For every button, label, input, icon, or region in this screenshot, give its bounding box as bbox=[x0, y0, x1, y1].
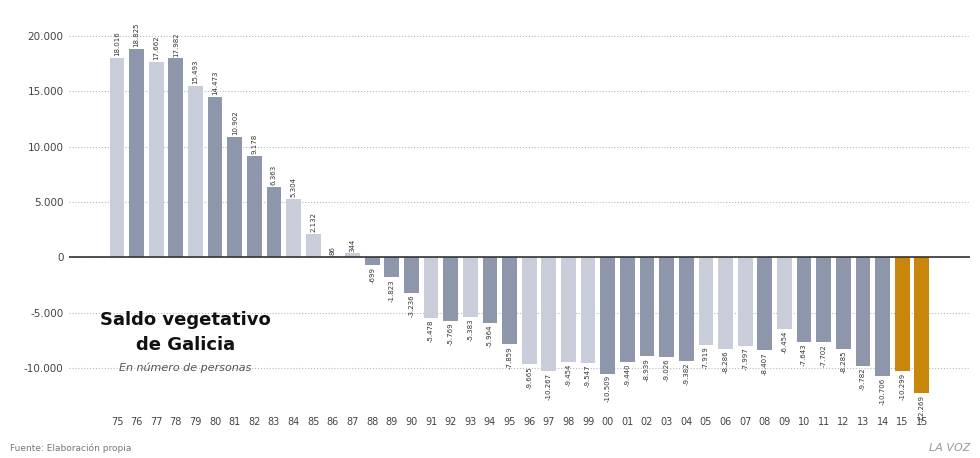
Bar bbox=[581, 257, 596, 363]
Bar bbox=[286, 198, 301, 257]
Bar bbox=[816, 257, 831, 343]
Text: Saldo vegetativo
de Galicia: Saldo vegetativo de Galicia bbox=[100, 311, 271, 354]
Text: -9.026: -9.026 bbox=[663, 359, 669, 382]
Text: -8.407: -8.407 bbox=[761, 352, 767, 375]
Bar bbox=[738, 257, 753, 346]
Text: -9.382: -9.382 bbox=[683, 363, 689, 385]
Bar bbox=[640, 257, 655, 356]
Text: -5.769: -5.769 bbox=[448, 323, 454, 345]
Text: -699: -699 bbox=[369, 267, 375, 283]
Bar bbox=[777, 257, 792, 329]
Text: 17.982: 17.982 bbox=[172, 32, 178, 56]
Bar bbox=[443, 257, 458, 321]
Text: LA VOZ: LA VOZ bbox=[929, 443, 970, 453]
Bar bbox=[699, 257, 713, 345]
Text: 2.132: 2.132 bbox=[311, 212, 317, 232]
Text: -12.269: -12.269 bbox=[919, 395, 925, 422]
Bar bbox=[208, 97, 222, 257]
Text: -8.939: -8.939 bbox=[644, 358, 650, 381]
Bar bbox=[169, 58, 183, 257]
Bar bbox=[110, 58, 124, 257]
Text: -6.454: -6.454 bbox=[781, 330, 788, 353]
Text: -5.383: -5.383 bbox=[467, 318, 473, 341]
Text: -8.286: -8.286 bbox=[722, 351, 728, 373]
Bar bbox=[836, 257, 851, 349]
Bar bbox=[404, 257, 418, 293]
Text: -8.285: -8.285 bbox=[840, 351, 847, 373]
Bar bbox=[856, 257, 870, 365]
Text: -10.509: -10.509 bbox=[605, 375, 611, 402]
Text: 18.016: 18.016 bbox=[114, 32, 120, 56]
Text: -7.997: -7.997 bbox=[742, 348, 748, 370]
Bar bbox=[718, 257, 733, 349]
Bar bbox=[601, 257, 615, 374]
Bar bbox=[365, 257, 379, 265]
Bar bbox=[345, 253, 360, 257]
Bar bbox=[562, 257, 576, 362]
Bar bbox=[463, 257, 477, 317]
Bar bbox=[227, 136, 242, 257]
Bar bbox=[502, 257, 516, 344]
Text: 10.902: 10.902 bbox=[231, 110, 238, 135]
Bar bbox=[306, 234, 320, 257]
Bar bbox=[914, 257, 929, 393]
Text: 5.304: 5.304 bbox=[291, 177, 297, 197]
Bar bbox=[482, 257, 497, 323]
Text: -5.964: -5.964 bbox=[487, 325, 493, 348]
Text: 6.363: 6.363 bbox=[271, 165, 277, 185]
Text: 344: 344 bbox=[350, 239, 356, 252]
Bar bbox=[384, 257, 399, 278]
Bar bbox=[660, 257, 674, 357]
Text: -5.478: -5.478 bbox=[428, 320, 434, 342]
Bar bbox=[797, 257, 811, 342]
Text: 14.473: 14.473 bbox=[212, 71, 219, 95]
Bar bbox=[522, 257, 537, 364]
Bar bbox=[188, 86, 203, 257]
Text: -9.547: -9.547 bbox=[585, 365, 591, 387]
Bar bbox=[149, 62, 164, 257]
Text: En número de personas: En número de personas bbox=[120, 363, 252, 373]
Bar bbox=[758, 257, 772, 350]
Bar bbox=[542, 257, 557, 371]
Text: 9.178: 9.178 bbox=[251, 134, 258, 154]
Text: 18.825: 18.825 bbox=[133, 23, 139, 47]
Text: -3.236: -3.236 bbox=[409, 294, 415, 317]
Text: 86: 86 bbox=[330, 245, 336, 255]
Text: -10.299: -10.299 bbox=[900, 373, 906, 400]
Text: 15.493: 15.493 bbox=[192, 60, 199, 84]
Text: -10.267: -10.267 bbox=[546, 372, 552, 400]
Text: -9.665: -9.665 bbox=[526, 366, 532, 388]
Text: -7.919: -7.919 bbox=[703, 347, 709, 369]
Text: -1.823: -1.823 bbox=[389, 279, 395, 302]
Text: -10.706: -10.706 bbox=[880, 377, 886, 405]
Text: -9.782: -9.782 bbox=[860, 367, 866, 390]
Text: -9.454: -9.454 bbox=[565, 364, 571, 386]
Bar bbox=[895, 257, 909, 371]
Text: -7.643: -7.643 bbox=[801, 344, 808, 366]
Text: -9.440: -9.440 bbox=[624, 363, 630, 386]
Bar bbox=[267, 187, 281, 257]
Bar bbox=[247, 156, 262, 257]
Bar bbox=[620, 257, 635, 362]
Text: 17.662: 17.662 bbox=[153, 35, 159, 60]
Bar bbox=[129, 49, 144, 257]
Bar bbox=[679, 257, 694, 361]
Text: -7.702: -7.702 bbox=[820, 344, 827, 367]
Bar bbox=[325, 256, 340, 257]
Text: -7.859: -7.859 bbox=[507, 346, 513, 369]
Bar bbox=[423, 257, 438, 318]
Text: Fuente: Elaboración propia: Fuente: Elaboración propia bbox=[10, 444, 131, 453]
Bar bbox=[875, 257, 890, 376]
